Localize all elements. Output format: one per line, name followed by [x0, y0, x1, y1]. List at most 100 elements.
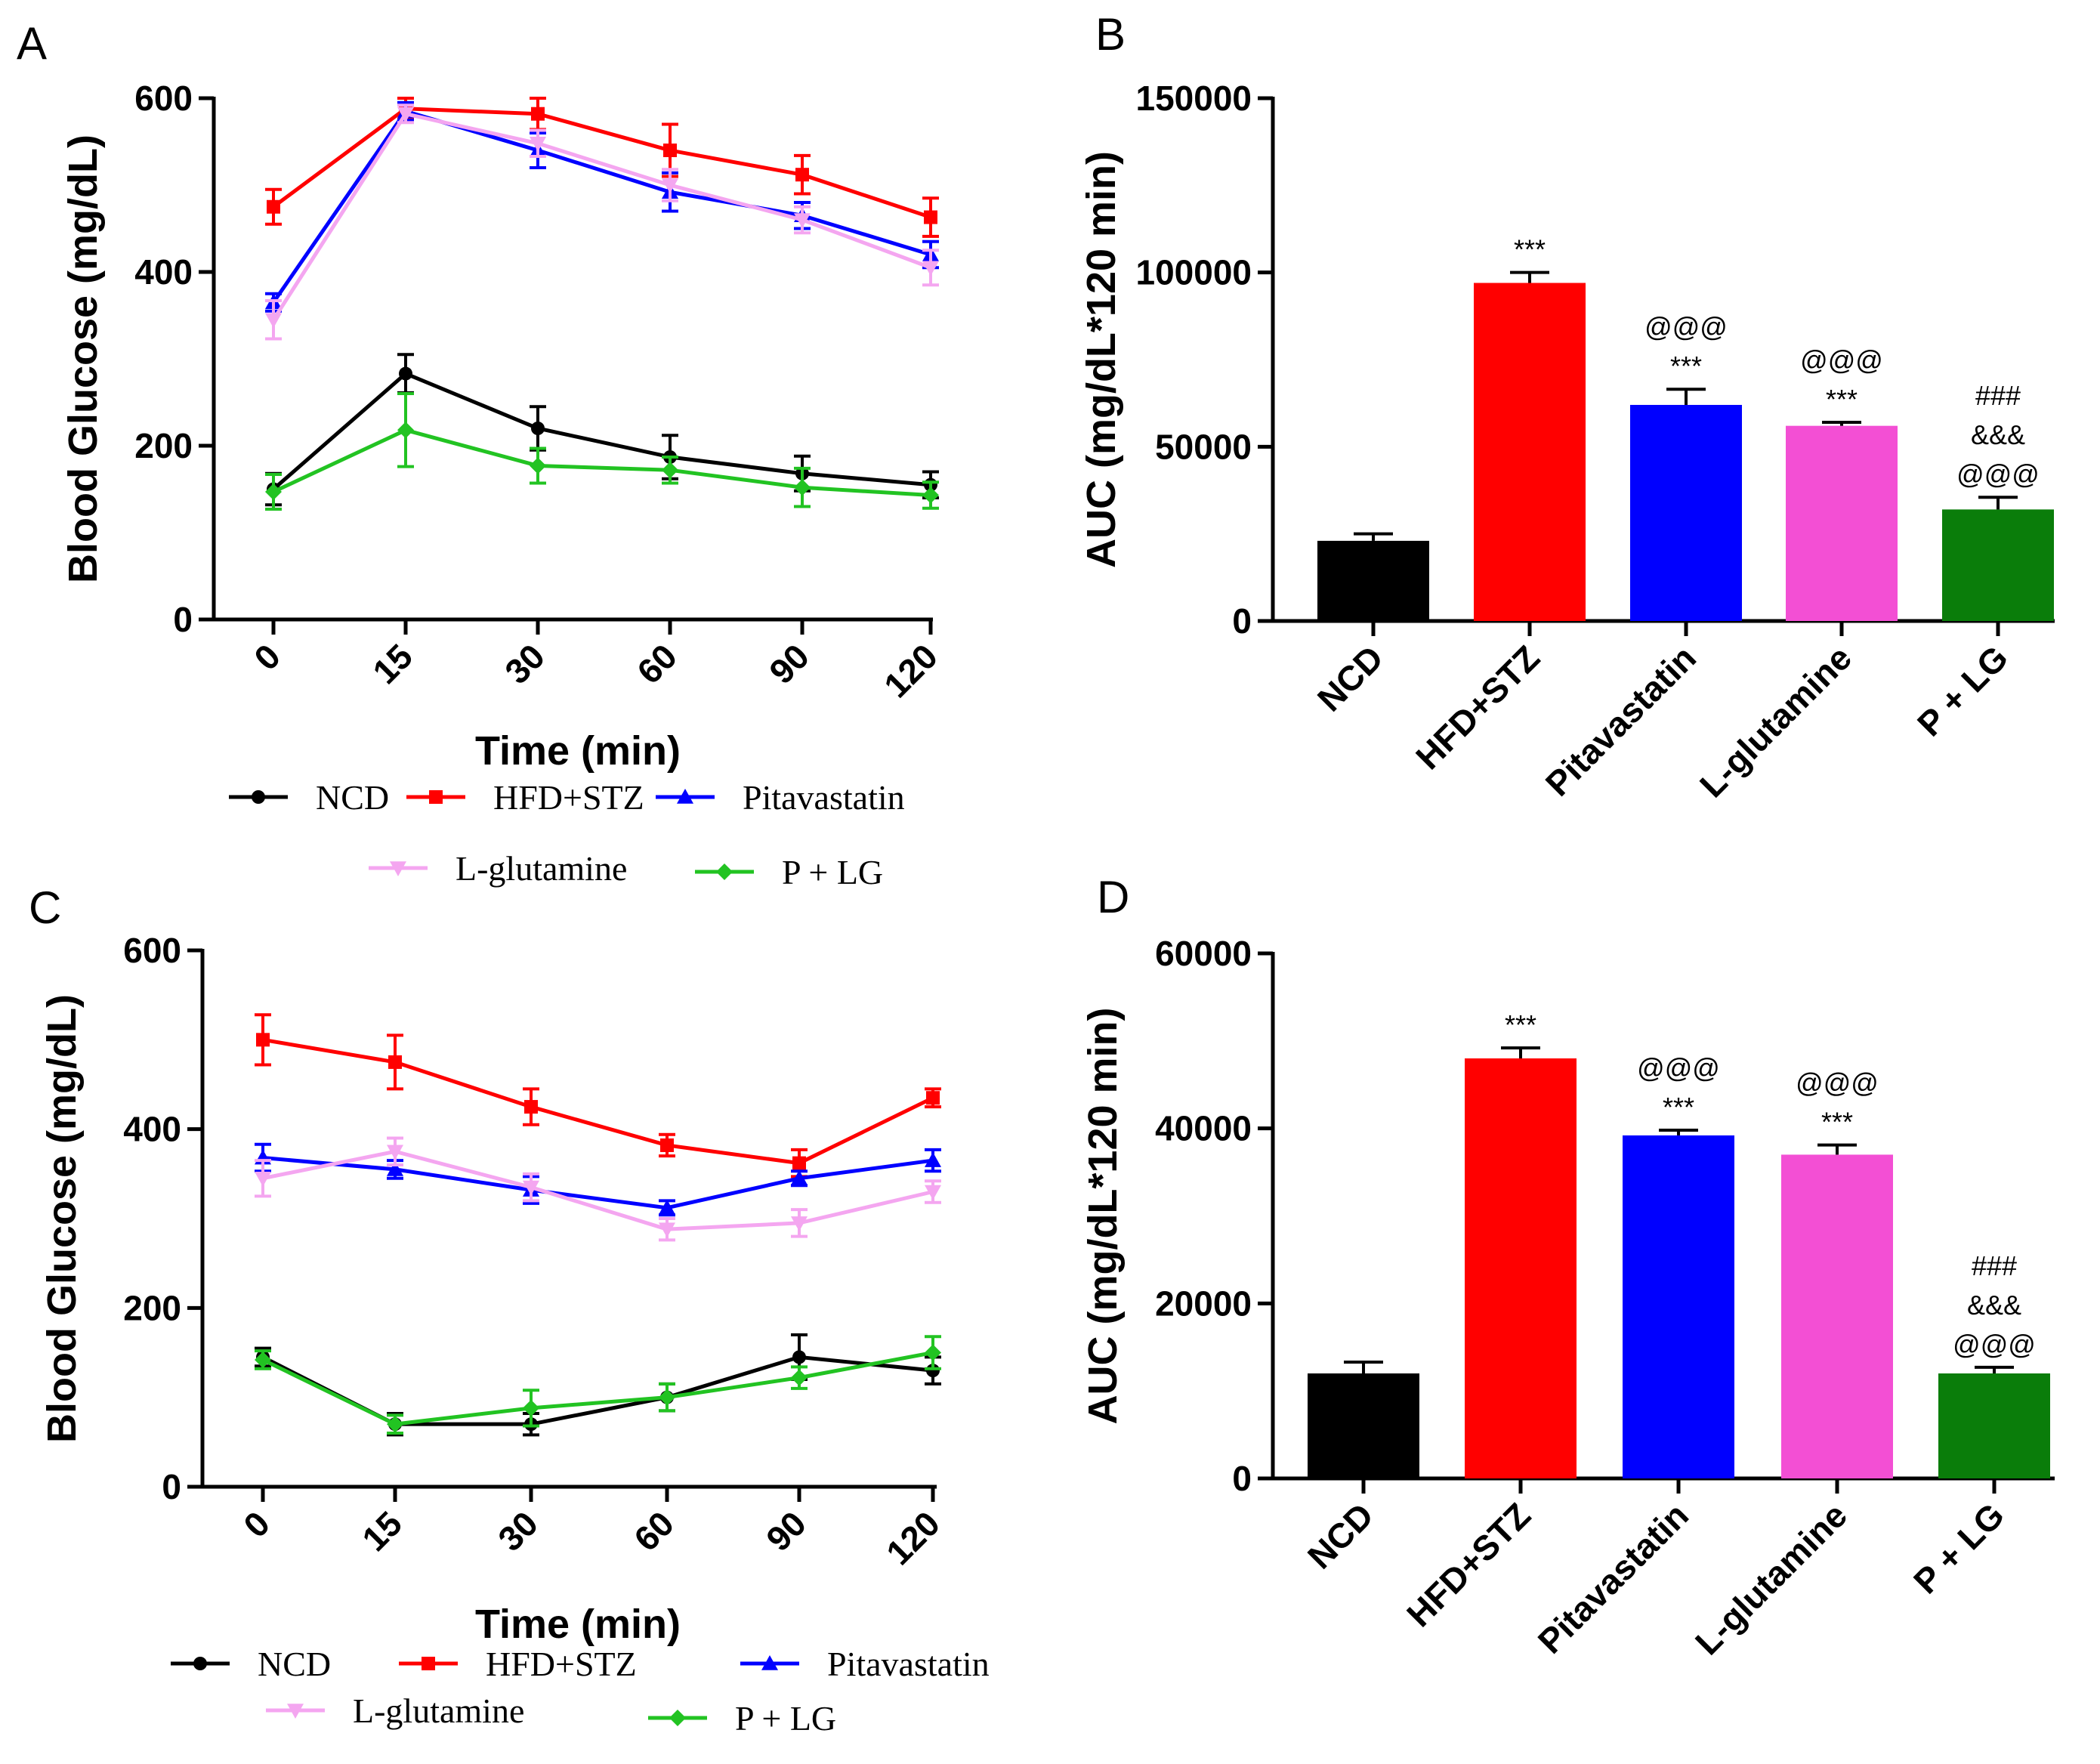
y-axis-title: Blood Glucose (mg/dL) [60, 134, 106, 583]
data-point [530, 137, 546, 152]
data-point [388, 1055, 402, 1069]
series-line [262, 1156, 934, 1210]
legend-item: HFD+STZ [399, 1645, 637, 1683]
data-point [795, 168, 809, 182]
y-tick-label: 600 [134, 79, 193, 118]
legend-item: NCD [171, 1645, 331, 1683]
data-point [791, 1216, 808, 1231]
bar [1786, 425, 1898, 621]
significance-label: @@@ [1637, 1052, 1720, 1083]
bar [1942, 509, 2054, 621]
legend-swatch-marker [761, 1655, 778, 1670]
legend-item: P + LG [695, 853, 883, 891]
data-point [925, 1344, 941, 1361]
series-line [271, 111, 931, 321]
series-line [272, 107, 931, 219]
y-tick-label: 50000 [1155, 427, 1252, 466]
panel-letter-b: B [1095, 9, 1126, 60]
significance-label: &&& [1971, 419, 2025, 450]
data-point [925, 1185, 941, 1200]
bar [1317, 540, 1429, 621]
data-point [792, 1350, 806, 1364]
legend-item: L-glutamine [369, 849, 627, 888]
significance-label: *** [1505, 1009, 1536, 1040]
legend-label: NCD [316, 778, 389, 817]
legend-label: L-glutamine [456, 849, 627, 888]
legend-label: HFD+STZ [493, 778, 644, 817]
x-axis-title: Time (min) [475, 728, 681, 774]
data-point [265, 313, 282, 329]
data-point [926, 1091, 940, 1105]
legend-swatch-marker [669, 1710, 686, 1726]
bar-group-ncd: NCD [1300, 1360, 1419, 1577]
legend-item: HFD+STZ [406, 778, 644, 817]
significance-label: *** [1663, 1092, 1694, 1123]
significance-label: @@@ [1800, 344, 1883, 375]
data-point [791, 1369, 808, 1386]
legend: NCD HFD+STZ Pitavastatin L-glutamine P + LG [171, 1645, 990, 1738]
series-line [271, 109, 931, 304]
panel-letter-a: A [17, 18, 47, 69]
series-line [261, 1351, 934, 1426]
series-hfd-stz [255, 1013, 941, 1179]
bar [1623, 1135, 1734, 1478]
data-point [922, 487, 939, 504]
data-point [256, 1033, 270, 1047]
data-point [794, 479, 811, 496]
data-point [524, 1100, 538, 1114]
legend-label: L-glutamine [353, 1691, 524, 1730]
data-point [659, 1222, 675, 1238]
data-point [255, 1351, 271, 1368]
legend-swatch-marker [429, 790, 443, 804]
y-tick-label: 0 [162, 1467, 181, 1506]
y-tick-label: 200 [134, 426, 193, 465]
data-point [925, 1152, 941, 1167]
legend-label: P + LG [735, 1699, 836, 1738]
x-axis-title: Time (min) [475, 1602, 681, 1647]
y-tick-label: 0 [1232, 1459, 1252, 1498]
y-tick-label: 100000 [1136, 253, 1252, 292]
bar [1781, 1154, 1893, 1478]
series-pitavastatin [255, 1142, 941, 1217]
bar [1465, 1058, 1577, 1478]
legend-label: Pitavastatin [827, 1645, 990, 1683]
y-tick-label: 0 [1232, 601, 1252, 641]
data-point [926, 1364, 940, 1378]
bar [1474, 283, 1586, 621]
significance-label: *** [1514, 234, 1546, 265]
y-tick-label: 60000 [1155, 934, 1252, 973]
data-point [792, 1156, 806, 1170]
legend-swatch-marker [287, 1704, 304, 1719]
y-tick-label: 400 [123, 1110, 181, 1149]
series-p-lg [255, 1335, 941, 1435]
series-l-glutamine [255, 1136, 941, 1242]
y-tick-label: 0 [173, 600, 193, 639]
series-line [272, 371, 931, 491]
significance-label: @@@ [1644, 311, 1728, 342]
y-axis-title: Blood Glucose (mg/dL) [39, 994, 85, 1443]
significance-label: &&& [1967, 1290, 2021, 1321]
bar [1630, 404, 1742, 621]
y-tick-label: 20000 [1155, 1284, 1252, 1323]
legend-label: Pitavastatin [743, 778, 905, 817]
data-point [659, 1389, 675, 1406]
data-point [659, 1199, 675, 1215]
data-point [924, 210, 937, 224]
series-line [262, 1037, 934, 1166]
y-axis-title: AUC (mg/dL*120 min) [1079, 151, 1124, 568]
legend-label: NCD [258, 1645, 331, 1683]
series-l-glutamine [265, 103, 939, 341]
bar [1938, 1373, 2050, 1478]
significance-label: ### [1972, 1250, 2017, 1281]
legend-swatch-marker [677, 789, 693, 804]
data-point [791, 1169, 808, 1185]
legend-label: HFD+STZ [486, 1645, 637, 1683]
legend-swatch-marker [252, 790, 265, 804]
data-point [255, 1171, 271, 1187]
y-tick-label: 150000 [1136, 79, 1252, 118]
y-tick-label: 400 [134, 252, 193, 292]
y-tick-label: 40000 [1155, 1109, 1252, 1148]
data-point [660, 1138, 674, 1152]
data-point [265, 483, 282, 500]
